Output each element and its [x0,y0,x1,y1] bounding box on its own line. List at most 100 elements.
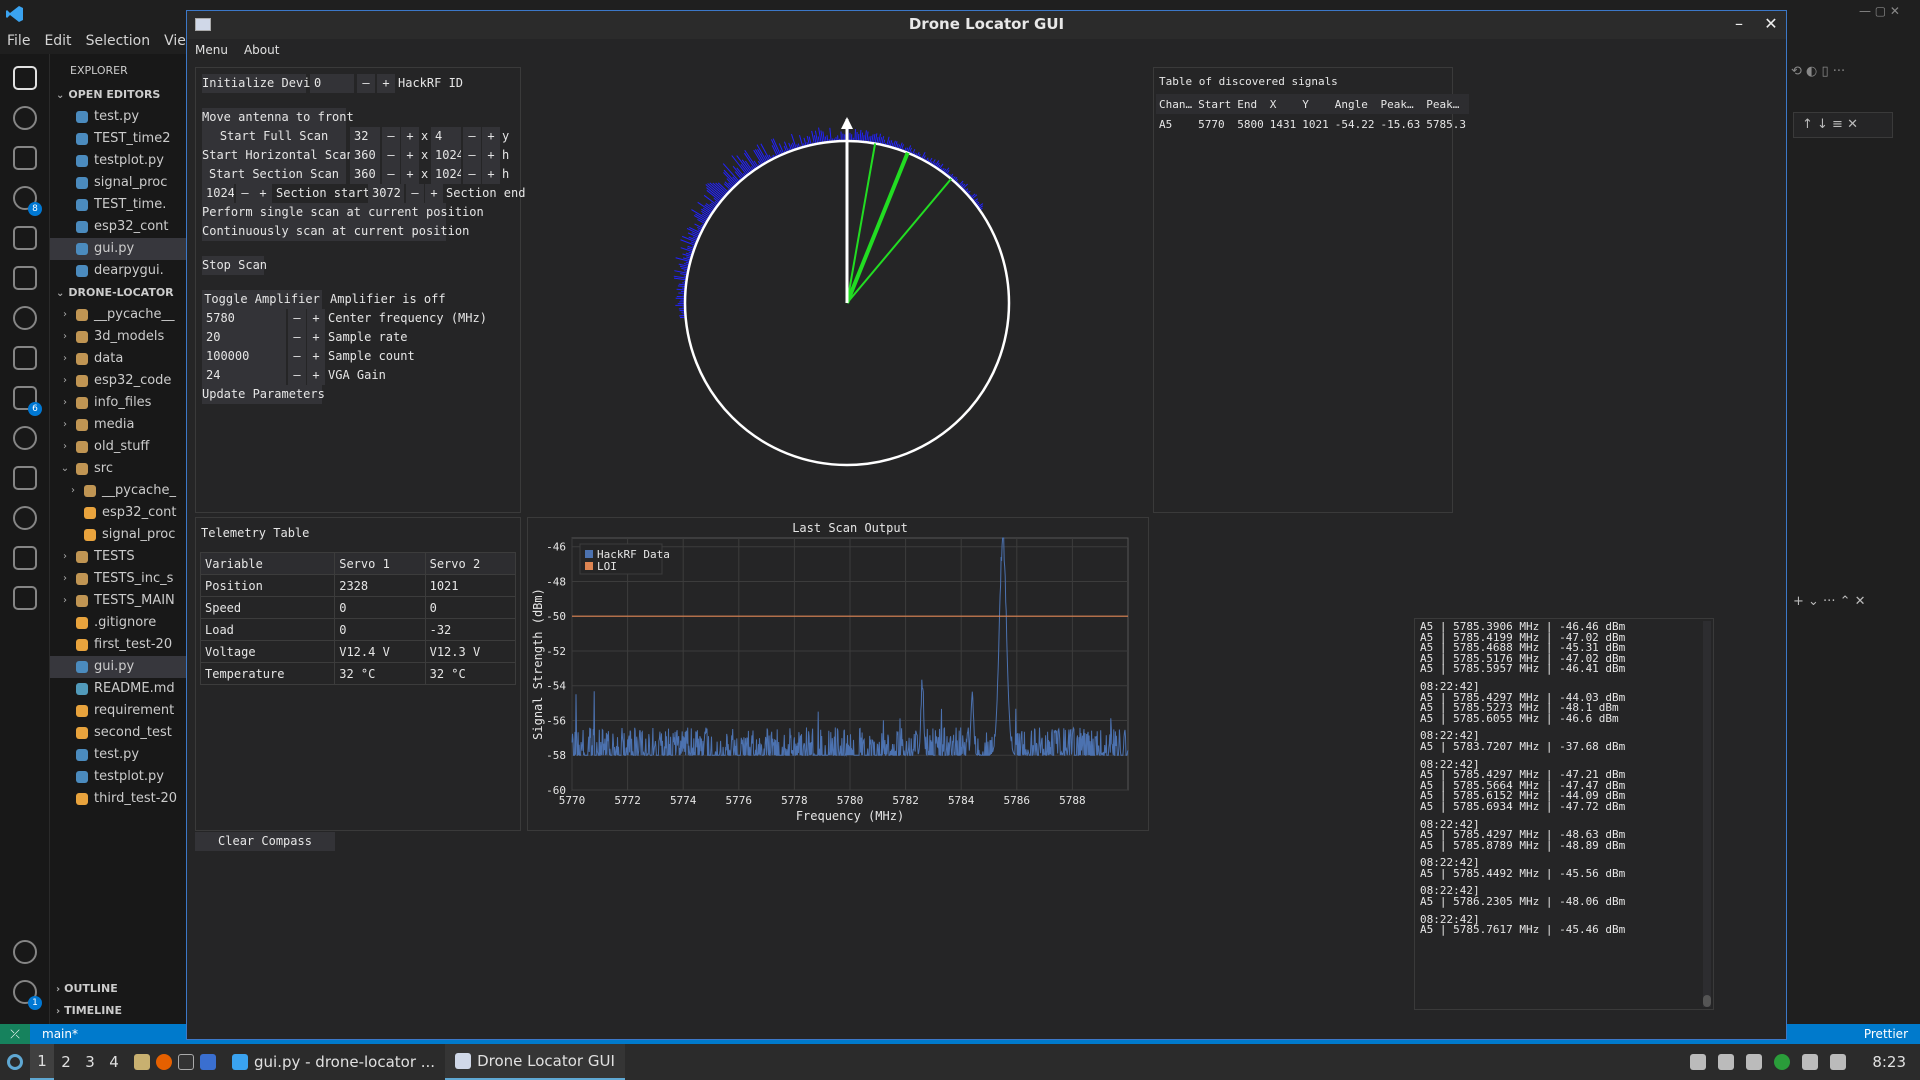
center-frequency-input[interactable]: 5780 [202,309,286,328]
sample-rate-decrement[interactable]: – [288,328,306,347]
full-scan-x-input[interactable]: 32 [350,127,380,146]
git-branch[interactable]: main* [42,1027,78,1041]
full-scan-y-decrement[interactable]: – [463,127,481,146]
section-scan-x-increment[interactable]: + [401,165,419,184]
prettier-status[interactable]: Prettier [1863,1027,1908,1041]
horiz-scan-h-input[interactable]: 1024 [431,146,461,165]
folder-item[interactable]: › info_files [50,392,186,414]
folder-item[interactable]: › TESTS_MAIN [50,590,186,612]
terminal-icon[interactable] [178,1054,194,1070]
volume-icon[interactable] [1718,1054,1735,1070]
workspace-4[interactable]: 4 [109,1053,119,1071]
live-share-icon[interactable] [13,346,37,370]
desktop-icon[interactable] [200,1054,216,1070]
center-frequency-increment[interactable]: + [307,309,325,328]
timeline-header[interactable]: › TIMELINE [56,1004,123,1017]
file-manager-icon[interactable] [134,1054,150,1070]
signals-row[interactable]: A5 5770 5800 1431 1021 -54.22 -15.63 5785.3 [1156,114,1469,134]
folder-item[interactable]: › data [50,348,186,370]
outline-header[interactable]: › OUTLINE [56,982,118,995]
update-icon[interactable] [1774,1054,1791,1070]
horiz-scan-h-increment[interactable]: + [482,146,500,165]
file-item[interactable]: requirement [50,700,186,722]
file-item[interactable]: test.py [50,744,186,766]
folder-item[interactable]: ⌄ src [50,458,186,480]
last-scan-chart[interactable]: 5770 5772 5774 5776 5778 5780 5782 5784 5786 5788… [528,518,1148,830]
hackrf-id-decrement[interactable]: – [357,74,375,93]
file-item[interactable]: gui.py [50,656,186,678]
open-editor-item[interactable]: gui.py [50,238,186,260]
open-editor-item[interactable]: TEST_time. [50,194,186,216]
full-scan-x-decrement[interactable]: – [382,127,400,146]
start-section-scan-button[interactable]: Start Section Scan [202,165,346,184]
center-frequency-decrement[interactable]: – [288,309,306,328]
folder-item[interactable]: › __pycache_ [50,480,186,502]
section-end-decrement[interactable]: – [406,184,424,203]
section-start-input[interactable]: 1024 [202,184,234,203]
full-scan-y-input[interactable]: 4 [431,127,461,146]
start-full-scan-button[interactable]: Start Full Scan [202,127,346,146]
initialize-device-button[interactable]: Initialize Device [202,74,325,93]
wifi-icon[interactable] [1802,1054,1819,1070]
menu-selection[interactable]: Selection [85,33,151,49]
source-control-icon[interactable] [13,186,37,210]
docker-whale-icon[interactable] [13,546,37,570]
clear-compass-button[interactable]: Clear Compass [195,832,335,851]
minimize-button[interactable]: – [1735,14,1743,33]
workspace-1[interactable]: 1 [30,1044,54,1080]
move-antenna-button[interactable]: Move antenna to front [202,108,354,127]
horiz-scan-x-input[interactable]: 360 [350,146,380,165]
workspace-2[interactable]: 2 [61,1053,71,1071]
comments-icon[interactable] [13,586,37,610]
section-scan-h-increment[interactable]: + [482,165,500,184]
folder-item[interactable]: › __pycache__ [50,304,186,326]
section-end-input[interactable]: 3072 [368,184,404,203]
open-editor-item[interactable]: dearpygui. [50,260,186,282]
folder-item[interactable]: › TESTS_inc_s [50,568,186,590]
open-editor-item[interactable]: test.py [50,106,186,128]
open-editors-header[interactable]: ⌄ OPEN EDITORS [56,88,161,101]
file-item[interactable]: testplot.py [50,766,186,788]
open-editor-item[interactable]: esp32_cont [50,216,186,238]
folder-item[interactable]: › esp32_code [50,370,186,392]
folder-item[interactable]: › TESTS [50,546,186,568]
sample-rate-input[interactable]: 20 [202,328,286,347]
horiz-scan-h-decrement[interactable]: – [463,146,481,165]
sample-count-decrement[interactable]: – [288,347,306,366]
section-scan-x-input[interactable]: 360 [350,165,380,184]
folder-item[interactable]: › 3d_models [50,326,186,348]
toggle-amplifier-button[interactable]: Toggle Amplifier [202,290,322,309]
menu-edit[interactable]: Edit [44,33,72,49]
hackrf-id-increment[interactable]: + [377,74,395,93]
stop-scan-button[interactable]: Stop Scan [202,256,267,275]
sample-count-increment[interactable]: + [307,347,325,366]
vga-gain-decrement[interactable]: – [288,366,306,385]
open-editor-item[interactable]: TEST_time2 [50,128,186,150]
folder-item[interactable]: › old_stuff [50,436,186,458]
file-item[interactable]: .gitignore [50,612,186,634]
update-parameters-button[interactable]: Update Parameters [202,385,325,404]
task-drone-locator[interactable]: Drone Locator GUI [445,1044,625,1080]
account-icon[interactable] [13,940,37,964]
section-end-increment[interactable]: + [425,184,443,203]
file-item[interactable]: esp32_cont [50,502,186,524]
vga-gain-increment[interactable]: + [307,366,325,385]
file-item[interactable]: third_test-20 [50,788,186,810]
window-controls-icon[interactable]: — ▢ ✕ [1858,4,1900,18]
section-scan-h-decrement[interactable]: – [463,165,481,184]
section-scan-h-input[interactable]: 1024 [431,165,461,184]
manage-gear-icon[interactable] [13,980,37,1004]
section-start-decrement[interactable]: – [236,184,254,203]
vga-gain-input[interactable]: 24 [202,366,286,385]
remote-explorer-icon[interactable] [13,146,37,170]
file-item[interactable]: first_test-20 [50,634,186,656]
thunder-client-icon[interactable] [13,426,37,450]
testing-icon[interactable] [13,266,37,290]
remote-indicator-icon[interactable]: ⤫ [0,1024,30,1044]
full-scan-y-increment[interactable]: + [482,127,500,146]
log-scrollbar-thumb[interactable] [1703,995,1711,1007]
firefox-icon[interactable] [156,1054,172,1070]
continuous-scan-button[interactable]: Continuously scan at current position [202,222,469,241]
menu-menu[interactable]: Menu [195,43,228,57]
sample-rate-increment[interactable]: + [307,328,325,347]
